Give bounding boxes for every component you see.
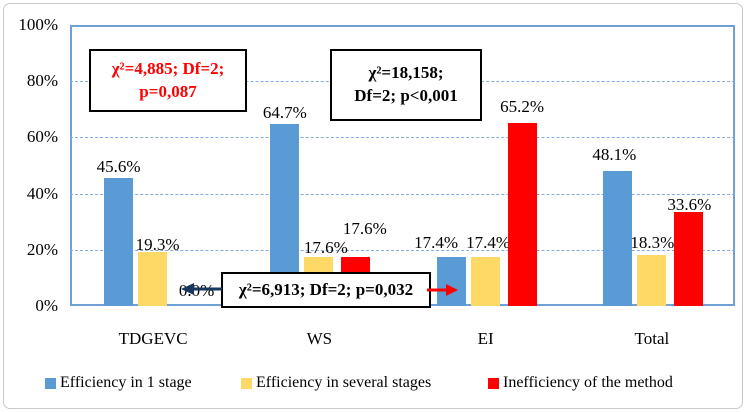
legend: Efficiency in 1 stage Efficiency in sever… xyxy=(0,374,746,398)
gridline xyxy=(70,137,735,139)
legend-label: Efficiency in 1 stage xyxy=(60,374,192,391)
value-label-ei-efficiency-in-several-stages: 17.4% xyxy=(466,233,511,253)
value-label-ei-efficiency-in-1-stage: 17.4% xyxy=(414,233,459,253)
value-label-ei-inefficiency-of-the-method: 65.2% xyxy=(500,96,545,116)
gridline xyxy=(70,249,735,251)
bar-ei-efficiency-in-several-stages xyxy=(470,257,500,306)
legend-label: Inefficiency of the method xyxy=(503,374,673,391)
bar-total-efficiency-in-1-stage xyxy=(602,170,632,306)
x-axis-category-label: TDGEVC xyxy=(118,329,188,348)
legend-item-efficiency-in-several-stages: Efficiency in several stages xyxy=(241,374,431,392)
legend-swatch-icon xyxy=(488,377,499,389)
value-label-tdgevc-efficiency-in-several-stages: 19.3% xyxy=(135,234,180,254)
legend-swatch-icon xyxy=(45,377,56,389)
x-axis-category-label: Total xyxy=(634,329,670,348)
bar-ei-efficiency-in-1-stage xyxy=(436,257,466,306)
value-label-total-efficiency-in-several-stages: 18.3% xyxy=(630,232,675,252)
value-label-ws-efficiency-in-1-stage: 64.7% xyxy=(262,103,307,123)
bar-tdgevc-efficiency-in-several-stages xyxy=(138,251,168,306)
bar-total-inefficiency-of-the-method xyxy=(673,211,703,306)
chi-square-box-ei: χ²=6,913; Df=2; p=0,032 xyxy=(221,272,431,308)
bar-ei-inefficiency-of-the-method xyxy=(507,122,537,306)
chi-square-text-line: χ²=18,158; xyxy=(368,63,444,83)
chi-square-text-line: χ²=6,913; Df=2; p=0,032 xyxy=(238,279,414,299)
chi-square-text-line: Df=2; p<0,001 xyxy=(354,86,458,105)
y-axis-tick-label: 20% xyxy=(26,239,58,259)
x-axis-category-label: WS xyxy=(306,329,333,348)
value-label-total-efficiency-in-1-stage: 48.1% xyxy=(592,144,637,164)
gridline xyxy=(70,193,735,195)
value-label-ws-inefficiency-of-the-method: 17.6% xyxy=(342,218,387,238)
bar-tdgevc-efficiency-in-1-stage xyxy=(104,177,134,306)
y-axis-tick-label: 100% xyxy=(18,15,58,34)
y-axis-tick-label: 40% xyxy=(26,183,58,203)
x-axis-category-label: EI xyxy=(477,329,494,348)
y-axis-tick-label: 0% xyxy=(35,296,58,315)
bar-total-efficiency-in-several-stages xyxy=(636,254,666,306)
y-axis-tick-label: 60% xyxy=(26,127,58,147)
value-label-total-inefficiency-of-the-method: 33.6% xyxy=(667,194,712,214)
legend-item-inefficiency-of-the-method: Inefficiency of the method xyxy=(488,374,673,392)
chi-square-text-line: χ²=4,885; Df=2; xyxy=(111,58,225,78)
value-label-tdgevc-efficiency-in-1-stage: 45.6% xyxy=(96,156,141,176)
y-axis-tick-label: 80% xyxy=(26,71,58,91)
value-label-ws-efficiency-in-several-stages: 17.6% xyxy=(303,237,348,257)
chi-square-text-line: p=0,087 xyxy=(139,81,197,101)
value-label-tdgevc-inefficiency-of-the-method: 0.0% xyxy=(178,281,215,300)
legend-label: Efficiency in several stages xyxy=(256,374,432,391)
chi-square-box-ws: χ²=18,158; Df=2; p<0,001 xyxy=(330,49,482,121)
legend-item-efficiency-in-1-stage: Efficiency in 1 stage xyxy=(45,374,192,392)
chi-square-box-tdgevc: χ²=4,885; Df=2; p=0,087 xyxy=(89,49,247,112)
legend-swatch-icon xyxy=(241,377,252,389)
